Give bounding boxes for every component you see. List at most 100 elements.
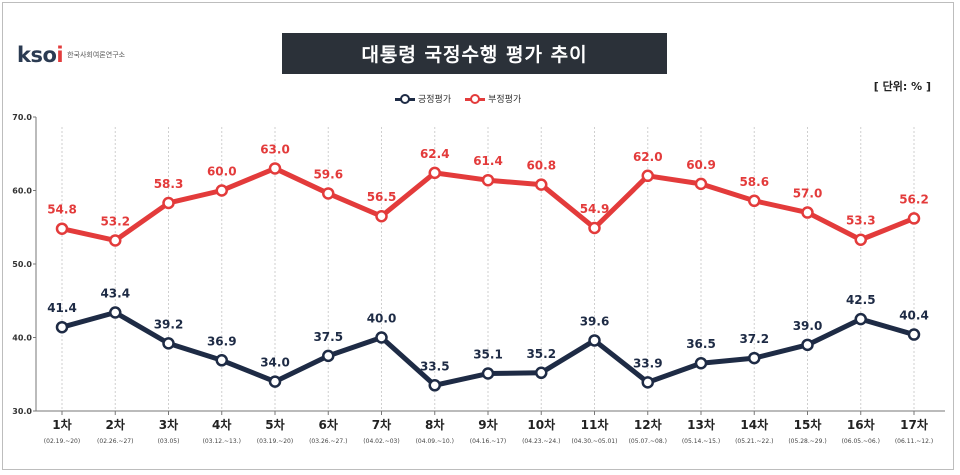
data-label-positive: 33.5 [420, 359, 450, 373]
data-point-negative [162, 196, 175, 210]
data-point-positive [588, 334, 601, 347]
x-tick-label: 7차 [372, 417, 391, 432]
data-point-negative [215, 184, 228, 197]
x-tick-label: 14차 [740, 417, 768, 432]
y-tick-label: 40.0 [12, 334, 32, 343]
legend-swatch-negative [465, 93, 486, 104]
data-label-negative: 57.0 [793, 187, 823, 201]
data-point-positive [907, 328, 921, 341]
x-date-label: (04.16.~17) [470, 438, 506, 445]
data-point-negative [641, 169, 654, 183]
data-point-positive [801, 338, 814, 352]
x-date-label: (02.26.~27) [97, 438, 133, 445]
data-point-positive [375, 331, 388, 344]
x-date-label: (04.30.~05.01) [572, 438, 618, 445]
data-point-negative [109, 234, 122, 247]
data-label-positive: 37.2 [739, 332, 769, 346]
y-tick-label: 50.0 [12, 260, 32, 269]
x-date-label: (06.11.~12.) [895, 438, 933, 445]
x-date-label: (05.21.~22.) [735, 438, 773, 445]
x-date-label: (04.02.~03) [363, 438, 399, 445]
data-point-positive [162, 337, 175, 350]
data-label-positive: 43.4 [100, 287, 130, 301]
data-point-positive [535, 366, 548, 380]
data-label-negative: 63.0 [260, 142, 290, 156]
x-tick-label: 5차 [265, 417, 284, 432]
data-point-negative [481, 173, 495, 187]
x-date-label: (02.19.~20) [44, 438, 80, 445]
data-label-negative: 60.0 [207, 165, 237, 179]
legend-swatch-positive [395, 93, 415, 104]
data-point-negative [55, 222, 69, 235]
x-date-label: (05.28.~29.) [788, 438, 826, 445]
data-point-negative [375, 209, 388, 223]
chart-title: 대통령 국정수행 평가 추이 [282, 33, 667, 74]
data-label-negative: 58.3 [154, 177, 184, 191]
data-point-negative [801, 206, 814, 219]
data-point-positive [215, 354, 228, 367]
data-label-positive: 36.9 [207, 334, 237, 348]
x-date-label: (05.14.~15.) [682, 438, 720, 445]
ksoi-logo: ksoi 한국사회여론연구소 [17, 43, 125, 67]
data-label-negative: 56.2 [899, 192, 929, 206]
data-label-negative: 61.4 [473, 154, 503, 168]
data-point-positive [641, 376, 654, 389]
data-label-positive: 34.0 [260, 356, 290, 370]
x-date-label: (03.26.~27.) [309, 438, 347, 445]
x-tick-label: 17차 [900, 417, 928, 432]
x-tick-label: 16차 [847, 417, 875, 432]
logo-subtitle: 한국사회여론연구소 [67, 51, 126, 59]
data-point-positive [854, 312, 867, 326]
x-tick-label: 12차 [634, 417, 662, 432]
data-label-positive: 35.2 [526, 347, 556, 361]
data-point-negative [322, 187, 335, 200]
data-label-negative: 60.9 [686, 158, 716, 172]
y-tick-label: 60.0 [12, 187, 32, 196]
legend: 긍정평가 부정평가 [395, 92, 521, 105]
data-label-negative: 54.9 [580, 202, 610, 216]
data-label-positive: 39.2 [154, 317, 184, 331]
data-point-positive [55, 320, 69, 334]
x-date-label: (04.23.~24.) [522, 438, 560, 445]
data-label-positive: 40.4 [899, 309, 929, 323]
y-tick-label: 30.0 [12, 407, 32, 416]
x-date-label: (03.05) [158, 438, 180, 445]
x-date-label: (05.07.~08.) [629, 438, 667, 445]
x-tick-label: 15차 [794, 417, 822, 432]
logo-mark: ksoi [17, 43, 64, 67]
x-date-label: (03.12.~13.) [203, 438, 241, 445]
data-label-negative: 58.6 [739, 175, 769, 189]
data-point-positive [481, 367, 495, 380]
x-tick-label: 2차 [106, 417, 125, 432]
data-label-negative: 62.4 [420, 147, 450, 161]
x-tick-label: 9차 [478, 417, 497, 432]
data-point-negative [268, 162, 282, 175]
data-label-negative: 60.8 [526, 159, 556, 173]
x-tick-label: 3차 [159, 417, 178, 432]
data-point-negative [588, 221, 601, 235]
legend-label-negative: 부정평가 [488, 95, 522, 105]
data-point-positive [428, 379, 441, 392]
x-tick-label: 6차 [319, 417, 338, 432]
data-label-negative: 59.6 [313, 167, 343, 181]
y-tick-label: 70.0 [12, 113, 32, 122]
x-tick-label: 10차 [527, 417, 555, 432]
data-label-positive: 39.6 [580, 314, 610, 328]
data-point-negative [748, 194, 761, 208]
data-label-negative: 62.0 [633, 150, 663, 164]
data-point-positive [268, 375, 282, 388]
x-tick-label: 11차 [581, 417, 609, 432]
data-point-negative [694, 177, 708, 191]
x-date-label: (03.19.~20) [257, 438, 293, 445]
x-tick-label: 1차 [52, 417, 71, 432]
data-label-negative: 53.3 [846, 214, 876, 228]
data-point-positive [748, 351, 761, 365]
data-label-negative: 53.2 [100, 214, 130, 228]
data-label-positive: 39.0 [793, 319, 823, 333]
data-label-positive: 36.5 [686, 337, 716, 351]
legend-item-positive: 긍정평가 [395, 92, 451, 105]
data-label-positive: 42.5 [846, 293, 876, 307]
x-tick-label: 8차 [425, 417, 444, 432]
data-label-negative: 56.5 [367, 190, 397, 204]
